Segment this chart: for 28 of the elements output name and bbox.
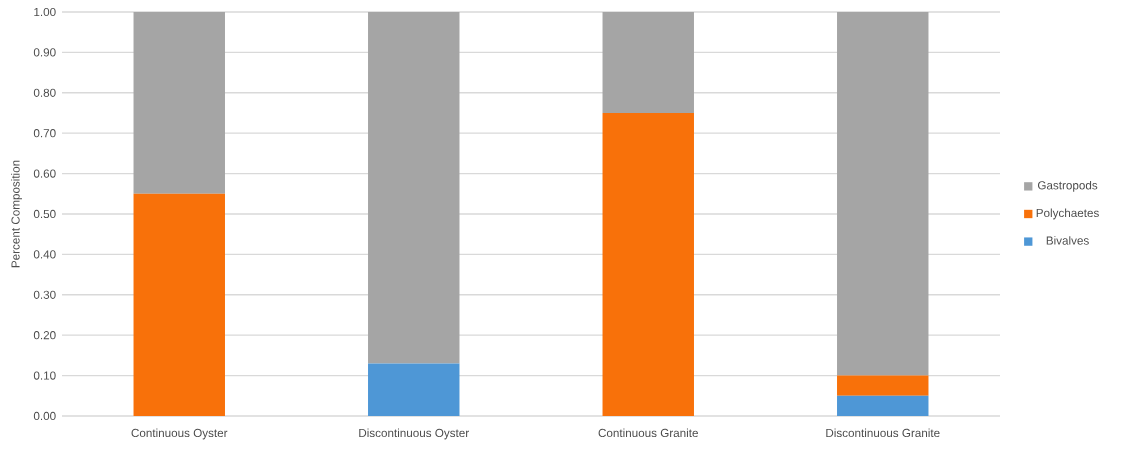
y-axis-title: Percent Composition — [11, 160, 22, 268]
y-tick-label: 0.00 — [33, 411, 56, 421]
y-tick-label: 0.80 — [33, 88, 56, 97]
y-tick-label: 0.90 — [33, 48, 56, 57]
x-tick-label: Discontinuous Granite — [826, 428, 940, 438]
legend-label: Bivalves — [1046, 236, 1089, 245]
x-tick-label: Discontinuous Oyster — [359, 428, 469, 440]
y-tick-label: 0.40 — [33, 250, 56, 259]
bar — [837, 395, 929, 416]
bar — [368, 11, 460, 364]
y-tick-label: 0.20 — [33, 331, 56, 340]
x-tick-label: Continuous Oyster — [131, 428, 228, 440]
y-tick-label: 0.70 — [33, 129, 56, 138]
bar — [837, 375, 929, 396]
bar — [133, 11, 225, 194]
bar — [133, 193, 225, 416]
bar — [602, 11, 694, 113]
legend-label: Gastropods — [1037, 180, 1098, 192]
bar — [602, 112, 694, 416]
y-tick-label: 0.10 — [33, 371, 56, 380]
y-tick-label: 0.30 — [33, 290, 56, 299]
bar — [368, 363, 460, 416]
y-tick-label: 1.00 — [34, 7, 56, 17]
bar — [837, 11, 929, 376]
legend-label: Polychaetes — [1036, 208, 1099, 220]
y-tick-label: 0.60 — [33, 169, 56, 178]
x-tick-label: Continuous Granite — [598, 428, 698, 438]
y-tick-label: 0.50 — [33, 209, 56, 219]
